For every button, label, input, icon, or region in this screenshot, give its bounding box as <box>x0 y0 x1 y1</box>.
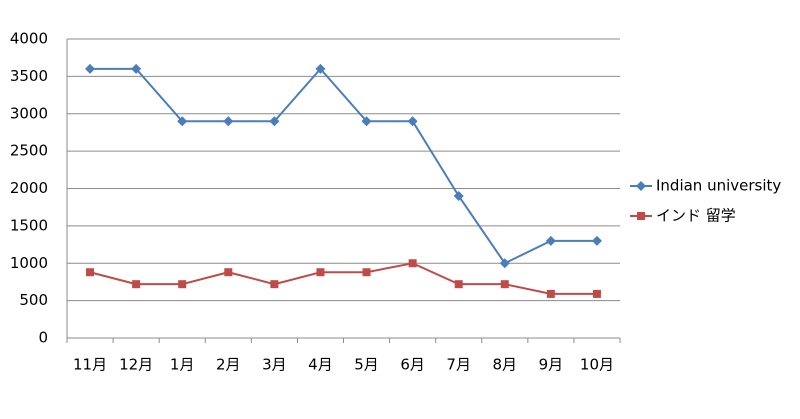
y-tick-label: 2000 <box>10 179 48 197</box>
point <box>453 190 464 201</box>
x-tick-label: 3月 <box>262 356 287 374</box>
y-tick-label: 500 <box>19 291 48 309</box>
point <box>224 268 233 277</box>
point <box>269 116 280 127</box>
point <box>546 289 555 298</box>
point <box>362 268 371 277</box>
x-tick-label: 5月 <box>354 356 379 374</box>
x-tick-label: 8月 <box>493 356 518 374</box>
point <box>315 63 326 74</box>
point <box>545 235 556 246</box>
point <box>591 235 602 246</box>
point <box>454 280 463 289</box>
point <box>270 280 279 289</box>
legend-label: インド 留学 <box>656 207 736 225</box>
x-tick-label: 2月 <box>216 356 241 374</box>
point <box>407 116 418 127</box>
point <box>361 116 372 127</box>
x-tick-label: 4月 <box>308 356 333 374</box>
x-tick-label: 9月 <box>539 356 564 374</box>
x-tick-label: 6月 <box>400 356 425 374</box>
y-tick-label: 1500 <box>10 216 48 234</box>
point <box>316 268 325 277</box>
line <box>89 262 597 295</box>
point <box>408 259 417 268</box>
point <box>85 63 96 74</box>
point <box>637 212 645 220</box>
y-tick-label: 2500 <box>10 142 48 160</box>
x-tick-label: 12月 <box>119 356 153 374</box>
point <box>500 280 509 289</box>
point <box>177 116 188 127</box>
point <box>592 289 601 298</box>
point <box>178 280 187 289</box>
y-tick-label: 3500 <box>10 67 48 85</box>
point <box>223 116 234 127</box>
y-tick-label: 1000 <box>10 254 48 272</box>
point <box>86 268 95 277</box>
point <box>131 63 142 74</box>
point <box>499 258 510 269</box>
x-tick-label: 11月 <box>73 356 107 374</box>
y-tick-label: 4000 <box>10 30 48 48</box>
y-tick-label: 0 <box>38 329 48 347</box>
point <box>132 280 141 289</box>
y-tick-label: 3000 <box>10 104 48 122</box>
legend-label: Indian university <box>656 177 781 195</box>
x-tick-label: 1月 <box>170 356 195 374</box>
x-tick-label: 7月 <box>446 356 471 374</box>
point <box>636 181 646 191</box>
line <box>90 67 597 265</box>
x-tick-label: 10月 <box>580 356 614 374</box>
